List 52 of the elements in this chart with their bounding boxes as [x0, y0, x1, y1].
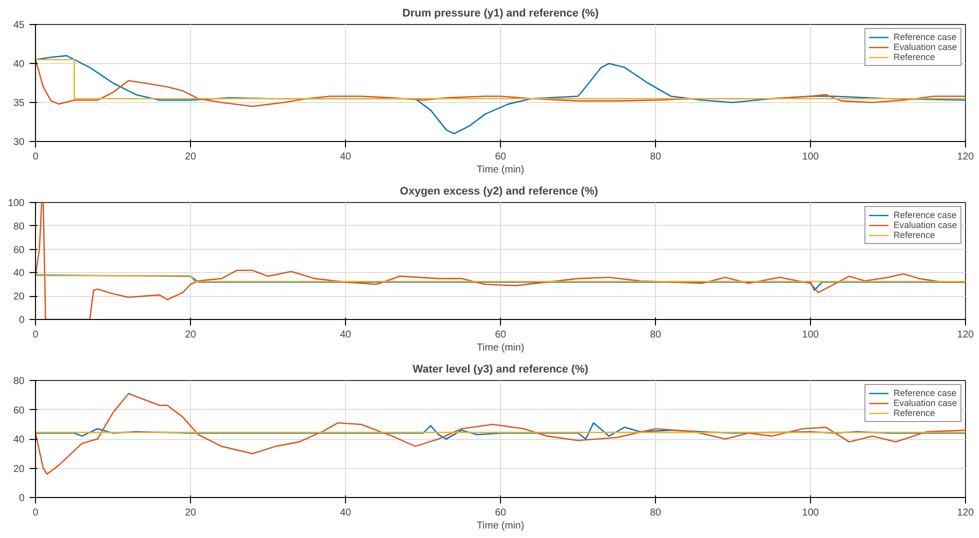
chart-title: Drum pressure (y1) and reference (%) — [402, 8, 599, 20]
x-tick-label: 60 — [494, 152, 506, 162]
x-axis-title: Time (min) — [476, 164, 524, 176]
x-tick-label: 40 — [340, 330, 352, 340]
y-tick-label: 80 — [13, 376, 25, 387]
y-tick-label: 0 — [18, 315, 25, 326]
legend-label: Evaluation case — [893, 398, 957, 408]
x-tick-label: 80 — [650, 330, 662, 340]
legend-label: Reference case — [893, 32, 956, 42]
x-tick-label: 40 — [340, 508, 352, 518]
x-tick-label: 60 — [494, 508, 506, 518]
x-tick-label: 0 — [32, 152, 39, 162]
y-tick-label: 35 — [13, 98, 25, 109]
x-tick-label: 120 — [957, 330, 974, 340]
x-tick-label: 20 — [184, 152, 196, 162]
x-tick-label: 60 — [494, 330, 506, 340]
y-tick-label: 40 — [13, 434, 25, 446]
legend-label: Reference — [893, 52, 935, 62]
x-tick-label: 120 — [957, 508, 974, 518]
y-tick-label: 60 — [13, 405, 25, 416]
legend-label: Reference case — [893, 210, 956, 220]
x-tick-label: 0 — [32, 508, 39, 518]
y-tick-label: 40 — [13, 59, 25, 70]
x-tick-label: 120 — [957, 152, 974, 162]
y-tick-label: 20 — [13, 292, 25, 303]
x-tick-label: 80 — [650, 152, 662, 162]
x-axis-title: Time (min) — [476, 520, 524, 532]
x-tick-label: 20 — [184, 330, 196, 340]
y-tick-label: 45 — [13, 20, 25, 31]
legend-label: Reference case — [893, 388, 956, 398]
y-tick-label: 80 — [13, 221, 25, 232]
chart-title: Water level (y3) and reference (%) — [412, 364, 589, 376]
x-tick-label: 100 — [802, 330, 820, 340]
x-tick-label: 100 — [802, 152, 820, 162]
x-tick-label: 80 — [650, 508, 662, 518]
x-tick-label: 40 — [340, 152, 352, 162]
legend-label: Evaluation case — [893, 220, 957, 230]
legend-label: Reference — [893, 230, 935, 240]
y-tick-label: 0 — [18, 493, 25, 504]
y-tick-label: 100 — [8, 198, 25, 209]
x-tick-label: 20 — [184, 508, 196, 518]
y-tick-label: 40 — [13, 268, 25, 280]
x-tick-label: 0 — [32, 330, 39, 340]
y-tick-label: 60 — [13, 244, 25, 256]
y-tick-label: 30 — [13, 137, 25, 148]
x-tick-label: 100 — [802, 508, 820, 518]
chart-title: Oxygen excess (y2) and reference (%) — [400, 186, 598, 198]
legend-label: Reference — [893, 408, 935, 418]
y-tick-label: 20 — [13, 464, 25, 475]
legend-label: Evaluation case — [893, 42, 957, 52]
line-series — [36, 422, 966, 440]
x-axis-title: Time (min) — [476, 342, 524, 354]
